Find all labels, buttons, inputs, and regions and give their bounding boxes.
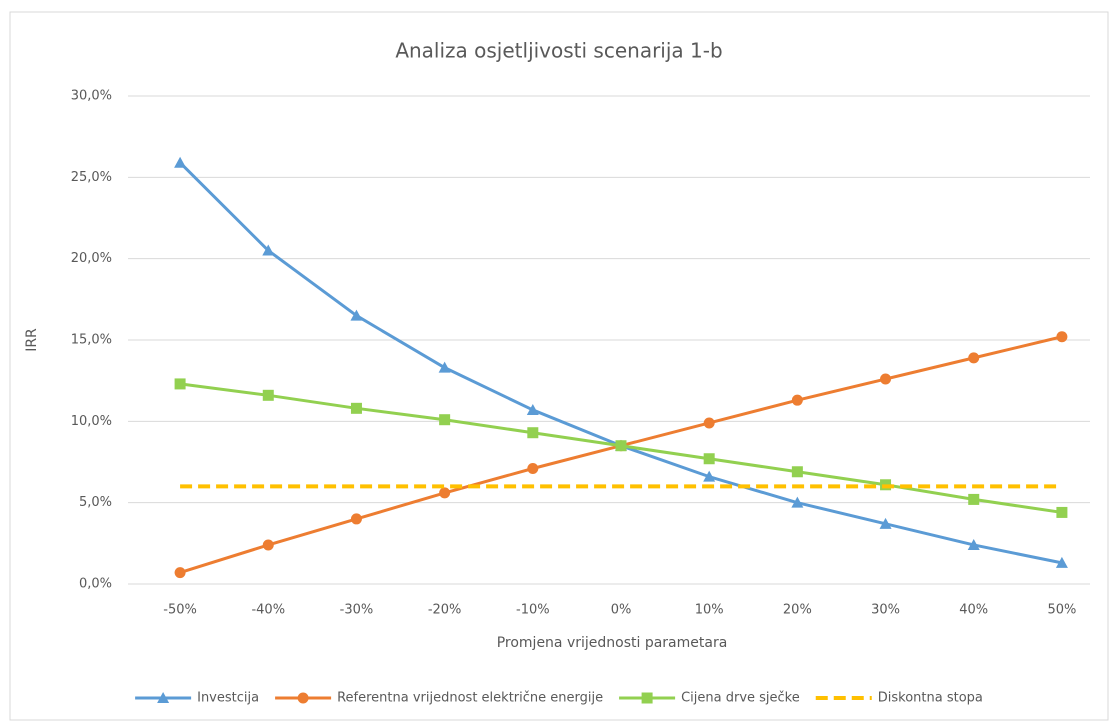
marker: [350, 309, 363, 321]
chart-border: [9, 11, 1109, 721]
y-tick-label: 20,0%: [71, 251, 112, 266]
marker: [526, 403, 539, 415]
marker: [703, 470, 716, 482]
legend-marker: [297, 692, 309, 704]
marker: [880, 373, 892, 385]
marker: [350, 402, 362, 414]
legend-label: Referentna vrijednost električne energij…: [337, 691, 603, 706]
x-tick-label: -20%: [428, 603, 462, 618]
marker: [174, 156, 187, 168]
legend-label: Cijena drve sječke: [681, 691, 800, 706]
legend-marker: [157, 692, 170, 703]
legend-marker: [641, 692, 653, 704]
marker: [791, 496, 804, 508]
y-axis-title: IRR: [24, 328, 40, 352]
marker: [174, 567, 186, 579]
marker: [439, 414, 451, 426]
marker: [1055, 556, 1068, 568]
marker: [527, 427, 539, 439]
chart-title: Analiza osjetljivosti scenarija 1-b: [395, 39, 722, 63]
x-tick-label: 40%: [959, 603, 988, 618]
legend: Investcija Referentna vrijednost električ…: [135, 691, 983, 706]
marker: [1056, 506, 1068, 518]
marker: [879, 517, 892, 529]
y-tick-label: 30,0%: [71, 89, 112, 104]
x-tick-label: 50%: [1047, 603, 1076, 618]
marker: [967, 538, 980, 550]
marker: [438, 361, 451, 373]
x-tick-label: 20%: [783, 603, 812, 618]
y-tick-label: 10,0%: [71, 414, 112, 429]
y-tick-label: 25,0%: [71, 170, 112, 185]
x-tick-label: -40%: [251, 603, 285, 618]
x-tick-label: -30%: [340, 603, 374, 618]
marker: [262, 244, 275, 256]
marker: [439, 487, 451, 499]
marker: [262, 539, 274, 551]
marker: [791, 466, 803, 478]
marker: [1056, 331, 1068, 343]
x-tick-label: -50%: [163, 603, 197, 618]
y-tick-label: 5,0%: [79, 495, 112, 510]
y-tick-label: 0,0%: [79, 577, 112, 592]
x-tick-label: 10%: [695, 603, 724, 618]
marker: [968, 352, 980, 364]
x-tick-label: -10%: [516, 603, 550, 618]
x-axis-title: Promjena vrijednosti parametara: [497, 635, 728, 651]
marker: [527, 463, 539, 475]
marker: [350, 513, 362, 525]
marker: [703, 453, 715, 465]
marker: [791, 394, 803, 406]
x-tick-label: 0%: [611, 603, 632, 618]
marker: [703, 417, 715, 429]
marker: [968, 493, 980, 505]
legend-label: Diskontna stopa: [878, 691, 983, 706]
marker: [262, 389, 274, 401]
y-tick-label: 15,0%: [71, 333, 112, 348]
legend-label: Investcija: [197, 691, 259, 706]
marker: [174, 378, 186, 390]
x-tick-label: 30%: [871, 603, 900, 618]
marker: [615, 440, 627, 452]
